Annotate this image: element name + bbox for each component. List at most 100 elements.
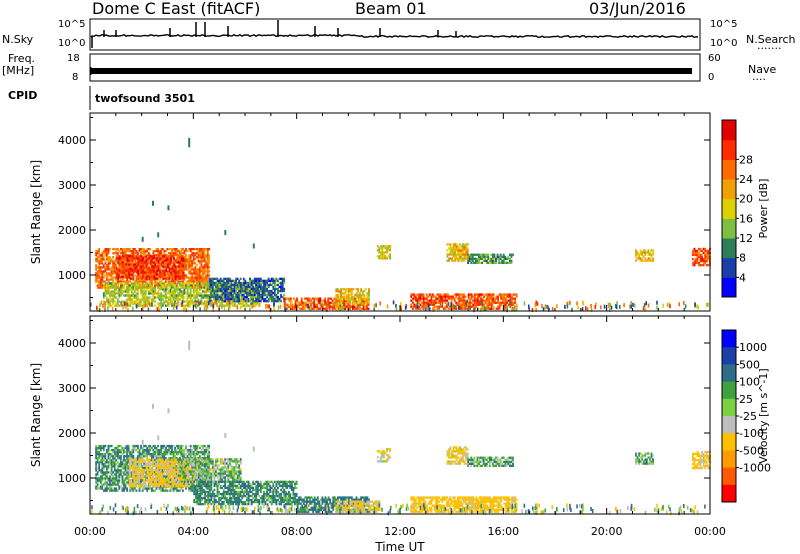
heatmap-cell: [113, 294, 116, 297]
heatmap-cell: [133, 250, 136, 253]
heatmap-cell: [195, 272, 198, 275]
heatmap-cell: [229, 291, 231, 295]
heatmap-cell: [442, 299, 445, 302]
heatmap-cell: [180, 248, 183, 251]
heatmap-cell: [490, 261, 493, 264]
heatmap-cell: [174, 269, 177, 272]
heatmap-cell: [128, 255, 131, 258]
heatmap-cell: [101, 461, 104, 464]
heatmap-cell: [695, 251, 697, 255]
heatmap-cell: [454, 243, 457, 246]
heatmap-cell: [98, 308, 101, 313]
heatmap-cell: [468, 257, 471, 260]
heatmap-cell: [307, 304, 309, 309]
heatmap-cell: [170, 267, 172, 270]
heatmap-cell: [95, 479, 97, 482]
heatmap-cell: [127, 481, 130, 484]
heatmap-cell: [107, 453, 110, 456]
heatmap-cell: [194, 266, 197, 269]
heatmap-cell: [200, 266, 203, 269]
heatmap-cell: [462, 247, 464, 250]
colorbar-segment: [722, 179, 736, 200]
heatmap-cell: [280, 281, 282, 285]
heatmap-cell: [95, 461, 97, 464]
heatmap-cell: [261, 281, 264, 285]
heatmap-cell: [432, 308, 435, 312]
heatmap-cell: [256, 277, 259, 280]
heatmap-cell: [250, 287, 253, 291]
heatmap-cell: [469, 293, 472, 296]
heatmap-cell: [436, 301, 439, 304]
heatmap-cell: [357, 296, 359, 299]
heatmap-cell: [185, 300, 187, 303]
heatmap-cell: [136, 263, 138, 266]
heatmap-cell: [458, 249, 461, 252]
heatmap-cell: [202, 270, 204, 273]
heatmap-cell: [360, 296, 363, 299]
heatmap-cell: [118, 304, 121, 307]
heatmap-cell: [310, 302, 313, 307]
heatmap-cell: [275, 283, 278, 287]
heatmap-cell: [149, 255, 152, 258]
heatmap-cell: [101, 453, 104, 456]
heatmap-cell: [466, 255, 469, 258]
heatmap-cell: [302, 305, 304, 310]
heatmap-cell: [283, 279, 286, 282]
heatmap-cell: [183, 268, 186, 271]
heatmap-cell: [127, 449, 130, 452]
heatmap-cell: [235, 277, 237, 280]
heatmap-cell: [463, 255, 466, 258]
heatmap-cell: [422, 303, 425, 306]
heatmap-cell: [158, 302, 161, 305]
heatmap-cell: [339, 303, 342, 306]
heatmap-cell: [200, 276, 203, 279]
heatmap-cell: [143, 451, 146, 454]
heatmap-cell: [163, 290, 166, 293]
heatmap-cell: [272, 297, 275, 301]
heatmap-cell: [120, 485, 122, 488]
heatmap-cell: [132, 255, 135, 258]
heatmap-cell: [515, 305, 517, 310]
heatmap-cell: [144, 284, 147, 287]
heatmap-cell: [230, 281, 233, 285]
heatmap-cell: [460, 245, 463, 248]
heatmap-cell: [358, 302, 361, 305]
heatmap-cell: [163, 263, 166, 266]
heatmap-cell: [110, 258, 113, 261]
heatmap-cell: [200, 254, 203, 257]
heatmap-cell: [143, 284, 146, 287]
heatmap-cell: [277, 279, 279, 282]
heatmap-cell: [300, 307, 303, 310]
heatmap-cell: [137, 457, 139, 460]
heatmap-cell: [177, 294, 180, 297]
heatmap-cell: [389, 255, 392, 258]
heatmap-cell: [195, 274, 198, 277]
heatmap-cell: [647, 251, 650, 254]
heatmap-cell: [178, 284, 181, 287]
heatmap-cell: [121, 471, 124, 474]
heatmap-cell: [116, 455, 119, 458]
heatmap-cell: [313, 301, 316, 304]
heatmap-cell: [241, 283, 244, 287]
heatmap-cell: [174, 292, 176, 295]
heatmap-cell: [122, 305, 124, 310]
heatmap-cell: [127, 471, 130, 474]
heatmap-cell: [98, 284, 101, 287]
heatmap-cell: [458, 303, 461, 306]
heatmap-cell: [108, 303, 110, 308]
heatmap-cell: [219, 284, 222, 287]
heatmap-cell: [109, 477, 111, 480]
heatmap-cell: [203, 248, 206, 251]
heatmap-cell: [122, 265, 124, 268]
heatmap-cell: [474, 257, 477, 260]
heatmap-cell: [113, 296, 116, 299]
heatmap-cell: [497, 307, 499, 310]
heatmap-cell: [386, 257, 388, 260]
heatmap-cell: [118, 294, 121, 297]
heatmap-cell: [186, 300, 189, 303]
heatmap-cell: [278, 297, 281, 301]
heatmap-cell: [273, 306, 275, 311]
heatmap-cell: [446, 243, 449, 246]
heatmap-cell: [121, 258, 124, 261]
